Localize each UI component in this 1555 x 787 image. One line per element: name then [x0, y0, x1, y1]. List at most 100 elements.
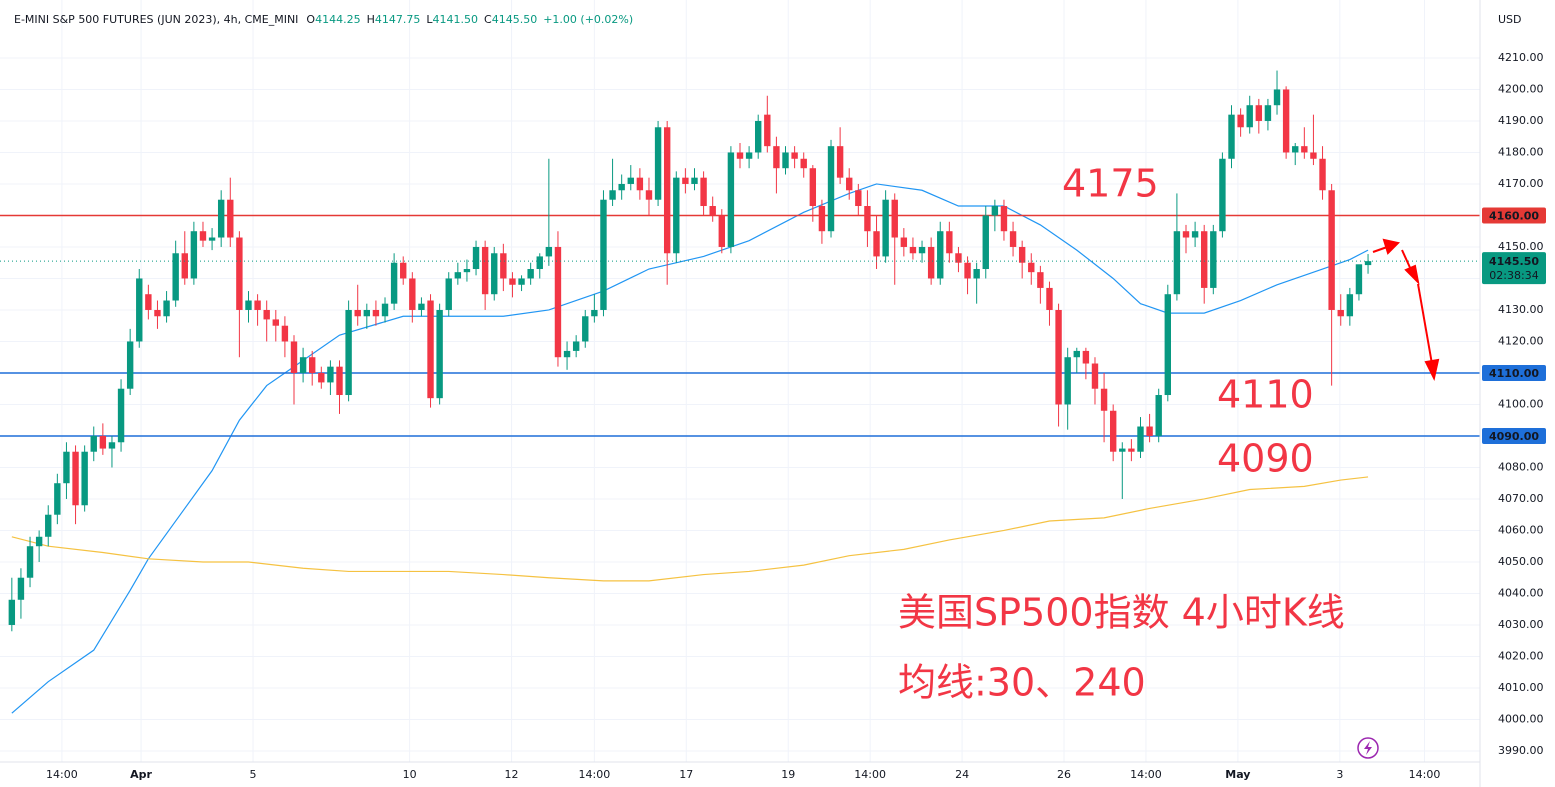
- candle-body: [454, 272, 462, 279]
- candle-body: [818, 206, 826, 232]
- header-text: C: [484, 13, 492, 26]
- candle-body: [673, 177, 680, 254]
- candle-body: [254, 300, 261, 310]
- candle-body: [855, 190, 862, 207]
- candle-body: [281, 325, 289, 342]
- candle-body: [472, 246, 480, 270]
- candle-body: [54, 483, 61, 515]
- candle-body: [755, 120, 762, 153]
- candle-body: [1337, 309, 1344, 317]
- candle-body: [736, 152, 744, 159]
- x-tick-label: 14:00: [854, 768, 886, 781]
- candle-body: [1292, 146, 1299, 153]
- x-tick-label: 17: [679, 768, 693, 781]
- candle-body: [1164, 294, 1171, 396]
- header-text: +1.00 (+0.02%): [543, 13, 633, 26]
- candle-body: [81, 451, 88, 506]
- candle-body: [318, 372, 325, 383]
- currency: USD: [1498, 13, 1522, 26]
- candle-body: [1237, 114, 1244, 128]
- candle-body: [1191, 231, 1199, 238]
- candle-body: [927, 246, 935, 279]
- candle-body: [1210, 231, 1217, 288]
- candle-body: [45, 514, 52, 537]
- y-tick-label: 4080.00: [1498, 460, 1544, 473]
- candle-body: [1219, 158, 1226, 232]
- y-tick-label: 4010.00: [1498, 681, 1544, 694]
- y-tick-label: 4170.00: [1498, 177, 1544, 190]
- candle-body: [1346, 294, 1354, 317]
- candle-body: [773, 146, 780, 169]
- level-label: 4090.00: [1489, 430, 1539, 443]
- moving-average: [11, 476, 1369, 582]
- candle-body: [1319, 158, 1326, 191]
- candle-body: [154, 309, 161, 317]
- last-price-box: [1482, 252, 1546, 285]
- y-tick-label: 4190.00: [1498, 114, 1544, 127]
- candle-body: [582, 316, 589, 342]
- candle-body: [891, 199, 898, 238]
- y-tick-label: 4200.00: [1498, 82, 1544, 95]
- candle-body: [527, 269, 534, 279]
- candle-body: [108, 442, 116, 449]
- countdown: 02:38:34: [1489, 269, 1538, 282]
- candle-body: [199, 231, 207, 241]
- candle-body: [955, 253, 962, 263]
- candle-body: [791, 152, 798, 159]
- candle-body: [1046, 287, 1053, 310]
- candle-body: [263, 309, 270, 320]
- candle-body: [745, 152, 753, 159]
- y-tick-label: 4040.00: [1498, 586, 1544, 599]
- candle-body: [946, 231, 953, 254]
- candle-body: [90, 435, 97, 452]
- header-text: L: [426, 13, 433, 26]
- candle-body: [8, 599, 16, 625]
- candle-body: [99, 435, 107, 449]
- x-tick-label: 14:00: [1409, 768, 1441, 781]
- last-price-label: 4145.50: [1489, 255, 1539, 268]
- candle-body: [882, 199, 889, 257]
- plot: [0, 70, 1480, 714]
- candle-body: [181, 253, 188, 279]
- candle-body: [1328, 190, 1335, 310]
- candle-body: [1091, 363, 1099, 389]
- candle-body: [1000, 206, 1008, 232]
- header-text: O: [306, 13, 315, 26]
- candle-body: [363, 309, 371, 317]
- candle-body: [691, 177, 698, 184]
- y-tick-label: 4210.00: [1498, 51, 1544, 64]
- candle-body: [1137, 426, 1144, 452]
- header-text: 4145.50: [492, 13, 538, 26]
- y-tick-label: 4120.00: [1498, 334, 1544, 347]
- y-tick-label: 4060.00: [1498, 523, 1544, 536]
- candle-body: [1355, 264, 1363, 295]
- candle-body: [500, 253, 507, 279]
- candle-body: [445, 278, 452, 310]
- candle-body: [1182, 231, 1190, 238]
- candle-body: [627, 177, 634, 184]
- candle-body: [1246, 105, 1253, 128]
- candle-body: [554, 246, 562, 358]
- y-tick-label: 4130.00: [1498, 303, 1544, 316]
- x-tick-label: 24: [955, 768, 969, 781]
- candle-body: [272, 319, 279, 326]
- candle-body: [481, 246, 489, 295]
- candle-body: [1264, 105, 1272, 121]
- candle-body: [645, 190, 653, 200]
- candle-body: [491, 253, 498, 295]
- annotation: 4090: [1217, 437, 1314, 481]
- header-text: 4144.25: [315, 13, 361, 26]
- candle-body: [400, 262, 407, 279]
- candle-body: [918, 246, 926, 254]
- header-text: 4147.75: [375, 13, 421, 26]
- candle-body: [236, 237, 243, 310]
- candle-body: [1073, 350, 1080, 358]
- candle-body: [35, 536, 43, 547]
- level-label: 4110.00: [1489, 367, 1539, 380]
- candle-body: [846, 177, 853, 191]
- candle-body: [991, 206, 999, 216]
- candle-body: [636, 177, 644, 191]
- candle-body: [900, 237, 908, 247]
- lightning-glyph: [1364, 741, 1372, 755]
- candle-body: [17, 577, 25, 600]
